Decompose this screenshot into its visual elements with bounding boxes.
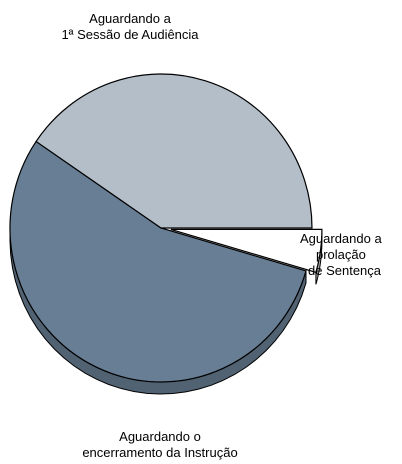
slice-label-encerramento-instrucao: Aguardando o encerramento da Instrução bbox=[60, 429, 260, 461]
slice-label-prolacao-sentenca-line-3: de Sentença bbox=[308, 263, 382, 278]
slice-label-prolacao-sentenca-line-1: Aguardando a bbox=[300, 231, 382, 246]
pie-slice-1 bbox=[170, 228, 323, 274]
pie-slice-2 bbox=[35, 73, 313, 229]
slice-label-primeira-sessao-line-2: 1ª Sessão de Audiência bbox=[61, 27, 199, 42]
slice-label-prolacao-sentenca: Aguardando a prolação de Sentença bbox=[296, 231, 402, 279]
slice-label-encerramento-instrucao-line-2: encerramento da Instrução bbox=[82, 445, 238, 460]
slice-label-primeira-sessao: Aguardando a 1ª Sessão de Audiência bbox=[30, 11, 230, 43]
slice-label-encerramento-instrucao-line-1: Aguardando o bbox=[119, 429, 201, 444]
pie-slice-0 bbox=[9, 140, 307, 383]
slice-label-primeira-sessao-line-1: Aguardando a bbox=[89, 11, 171, 26]
slice-label-prolacao-sentenca-line-2: prolação bbox=[316, 247, 366, 262]
